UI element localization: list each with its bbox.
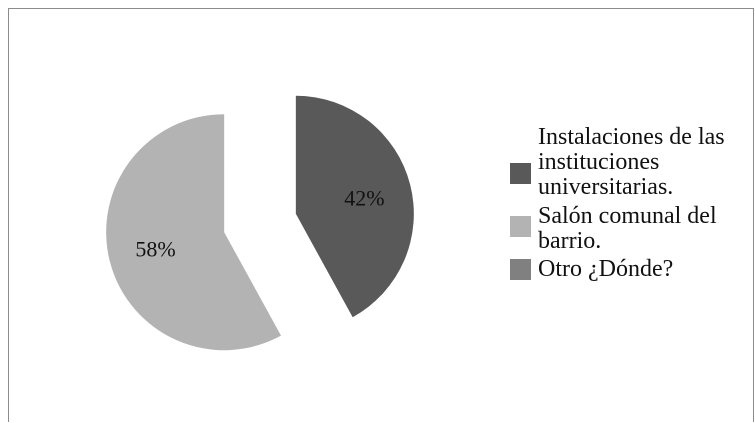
data-label-instalaciones: 42% [344, 186, 384, 211]
pie-slice-instalaciones [295, 95, 414, 318]
legend-item-instalaciones: Instalaciones de las instituciones unive… [508, 125, 748, 203]
chart-legend: Instalaciones de las instituciones unive… [508, 125, 748, 283]
legend-item-otro: Otro ¿Dónde? [508, 257, 748, 283]
legend-swatch-salon-comunal [510, 216, 531, 237]
data-label-salon-comunal: 58% [135, 236, 175, 261]
legend-swatch-instalaciones [510, 163, 531, 184]
pie-slices [106, 95, 414, 351]
legend-label-salon-comunal: Salón comunal del barrio. [538, 203, 717, 254]
legend-swatch-otro [510, 259, 531, 280]
pie-slice-salon-comunal [106, 114, 282, 351]
chart-frame [8, 8, 754, 422]
legend-item-salon-comunal: Salón comunal del barrio. [508, 204, 748, 257]
pie-slice-labels: 42% 58% [135, 186, 384, 262]
legend-label-instalaciones: Instalaciones de las instituciones unive… [538, 124, 725, 200]
legend-label-otro: Otro ¿Dónde? [538, 256, 674, 282]
